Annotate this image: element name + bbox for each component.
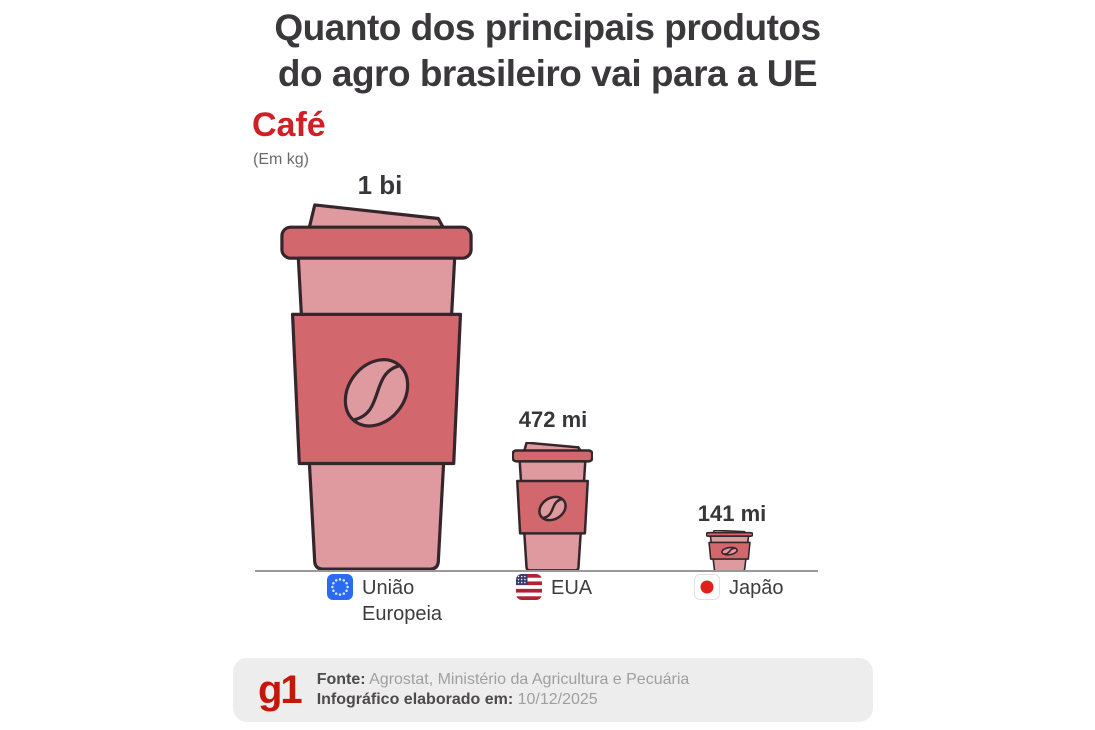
footer-source-label: Fonte: (316, 671, 366, 688)
value-label-jp: 141 mi (697, 501, 767, 526)
legend-label-japao: Japão (729, 577, 784, 599)
coffee-cup-jp (706, 530, 753, 571)
footer-elaborated-label: Infográfico elaborado em: (316, 691, 514, 708)
legend-label-uniao-europeia: União Europeia (362, 577, 443, 625)
jp-flag-icon (694, 574, 720, 600)
legend-item-uniao-europeia: União Europeia (327, 574, 462, 627)
g1-logo: g1 (258, 668, 303, 712)
value-label-us: 472 mi (518, 407, 588, 432)
footer-source-box: g1 Fonte: Agrostat, Ministério da Agricu… (233, 658, 873, 722)
chart-title-line1: Quanto dos principais produtos (274, 7, 821, 48)
axis-baseline (255, 570, 818, 572)
product-name: Café (252, 106, 326, 144)
coffee-cup-eu (280, 203, 473, 571)
chart-title: Quanto dos principais produtos do agro b… (0, 5, 1095, 97)
footer-source-line: Fonte: Agrostat, Ministério da Agricultu… (317, 670, 690, 690)
footer-source-value: Agrostat, Ministério da Agricultura e Pe… (369, 671, 690, 688)
footer-elaborated-value: 10/12/2025 (517, 691, 598, 708)
footer-elaborated-line: Infográfico elaborado em: 10/12/2025 (317, 690, 690, 710)
value-label-eu: 1 bi (357, 170, 403, 200)
footer-text: Fonte: Agrostat, Ministério da Agricultu… (317, 670, 690, 710)
legend-item-japao: Japão (694, 574, 784, 601)
eu-flag-icon (327, 574, 353, 600)
product-unit: (Em kg) (253, 151, 309, 168)
legend-label-eua: EUA (551, 577, 593, 599)
coffee-cup-us (512, 442, 593, 571)
chart-title-line2: do agro brasileiro vai para a UE (277, 53, 818, 94)
us-flag-icon (516, 574, 542, 600)
legend-item-eua: EUA (516, 574, 592, 601)
